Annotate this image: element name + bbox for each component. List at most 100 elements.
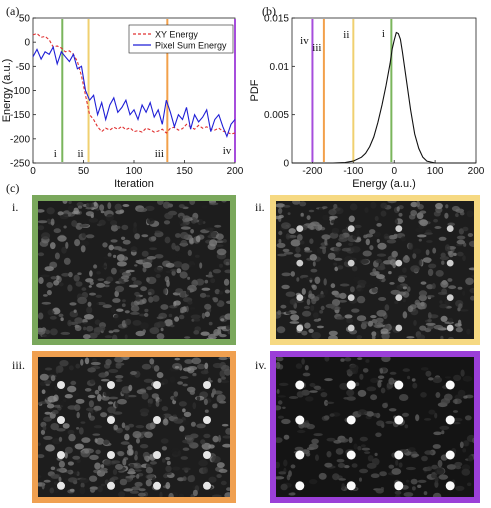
speckle-grain (295, 246, 301, 253)
y-tick-label: -250 (10, 159, 30, 170)
speckle-grain (64, 446, 73, 454)
speckle-grain (182, 383, 188, 387)
speckle-grain (187, 300, 193, 305)
speckle-grain (378, 297, 387, 301)
speckle-grain (323, 415, 330, 420)
speckle-grain (87, 301, 92, 307)
speckle-grain (221, 376, 226, 380)
speckle-grain (300, 212, 304, 217)
speckle-grain (416, 212, 424, 220)
speckle-grain (324, 357, 330, 362)
speckle-grain (444, 333, 453, 337)
speckle-grain (218, 468, 228, 473)
speckle-grain (114, 203, 122, 211)
speckle-grain (102, 242, 108, 248)
speckle-grain (96, 208, 100, 211)
speckle-grain (182, 476, 187, 482)
speckle-grain (412, 486, 416, 491)
speckle-grain (225, 428, 230, 435)
speckle-grain (433, 324, 444, 330)
speckle-grain (142, 262, 152, 269)
speckle-grain (180, 306, 187, 313)
speckle-grain (165, 456, 171, 461)
speckle-grain (104, 284, 110, 288)
speckle-grain (441, 260, 445, 265)
speckle-grain (276, 437, 283, 443)
speckle-grain (39, 401, 47, 405)
speckle-grain (365, 359, 370, 363)
speckle-grain (346, 389, 355, 397)
speckle-grain (441, 288, 447, 295)
speckle-grain (129, 463, 135, 469)
speckle-grain (110, 460, 121, 464)
speckle-grain (433, 218, 438, 223)
speckle-grain (225, 261, 230, 266)
speckle-grain (179, 314, 185, 320)
speckle-grain (427, 312, 432, 319)
speckle-grain (153, 365, 160, 372)
speckle-grain (315, 454, 319, 461)
speckle-grain (285, 291, 296, 297)
speckle-grain (81, 322, 91, 326)
speckle-grain (146, 277, 150, 283)
bright-spot (296, 324, 304, 332)
speckle-grain (433, 431, 442, 436)
speckle-grain (100, 378, 110, 382)
speckle-grain (408, 242, 414, 250)
speckle-grain (362, 368, 369, 373)
speckle-grain (56, 428, 66, 432)
speckle-grain (352, 234, 358, 240)
speckle-grain (277, 400, 283, 405)
speckle-grain (330, 219, 339, 224)
speckle-grain (340, 358, 345, 362)
bright-spot (107, 481, 115, 490)
speckle-grain (276, 476, 285, 480)
speckle-grain (85, 234, 95, 239)
speckle-grain (376, 420, 385, 427)
speckle-grain (372, 413, 379, 417)
speckle-grain (172, 414, 177, 417)
speckle-grain (415, 227, 424, 233)
speckle-grain (45, 383, 50, 386)
speckle-grain (322, 214, 329, 221)
speckle-grain (360, 322, 367, 330)
speckle-grain (343, 397, 349, 400)
speckle-grain (412, 253, 417, 259)
speckle-grain (283, 251, 294, 255)
speckle-grain (338, 299, 347, 303)
speckle-grain (289, 321, 300, 324)
speckle-grain (115, 463, 123, 470)
bright-spot (153, 381, 161, 389)
speckle-grain (124, 310, 130, 314)
speckle-grain (412, 248, 422, 254)
speckle-grain (133, 280, 142, 286)
speckle-grain (435, 270, 444, 277)
speckle-grain (306, 298, 311, 306)
speckle-grain (54, 252, 60, 260)
speckle-grain (276, 203, 286, 208)
x-tick-label: 150 (176, 166, 193, 177)
speckle-grain (309, 238, 314, 244)
speckle-grain (305, 396, 314, 402)
speckle-grain (98, 372, 108, 378)
speckle-grain (40, 429, 46, 435)
speckle-grain (371, 335, 376, 339)
speckle-grain (206, 294, 211, 298)
speckle-grain (356, 295, 366, 304)
speckle-grain (371, 287, 378, 293)
speckle-grain (124, 393, 130, 400)
y-tick-label: 0.01 (270, 62, 290, 73)
bright-spot (295, 415, 305, 425)
speckle-grain (75, 398, 85, 404)
speckle-grain (461, 468, 471, 476)
speckle-grain (38, 220, 48, 224)
speckle-grain (156, 321, 166, 328)
speckle-grain (114, 285, 125, 293)
speckle-grain (40, 274, 50, 278)
speckle-grain (150, 461, 157, 465)
speckle-grain (466, 328, 471, 335)
speckle-grain (96, 271, 101, 275)
bright-spot (57, 381, 65, 389)
speckle-grain (183, 411, 192, 418)
speckle-grain (220, 480, 227, 486)
